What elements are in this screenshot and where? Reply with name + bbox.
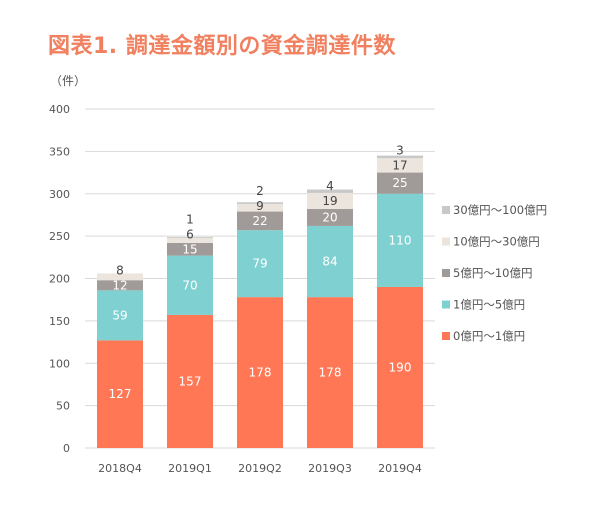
bar-segment [377, 158, 423, 173]
bar-segment [377, 155, 423, 159]
legend-swatch [442, 300, 450, 309]
y-tick-label: 50 [56, 400, 70, 413]
chart-title: 図表1. 調達金額別の資金調達件数 [48, 34, 396, 59]
legend-label: 30億円〜100億円 [453, 203, 547, 217]
data-label: 8 [116, 263, 124, 277]
data-label: 20 [322, 210, 337, 224]
y-tick-label: 300 [49, 188, 70, 201]
bar-segment [237, 203, 283, 212]
bar-segment [377, 193, 423, 287]
y-tick-label: 0 [63, 442, 70, 455]
y-tick-label: 400 [49, 103, 70, 116]
bar-segment [97, 280, 143, 291]
bar-segment [167, 242, 213, 256]
data-label: 12 [112, 278, 127, 292]
y-tick-label: 350 [49, 145, 70, 158]
data-label: 79 [252, 257, 267, 271]
data-label: 6 [186, 227, 194, 241]
x-tick-label: 2019Q2 [238, 462, 282, 475]
data-label: 70 [182, 278, 197, 292]
data-label: 22 [252, 214, 267, 228]
bar-segment [167, 314, 213, 448]
bar-segment [307, 209, 353, 226]
data-label: 2 [256, 184, 264, 198]
bar-segment [167, 237, 213, 243]
y-tick-label: 200 [49, 273, 70, 286]
data-label: 1 [186, 212, 194, 226]
data-label: 3 [396, 143, 404, 157]
bar-segment [237, 202, 283, 204]
legend-swatch [442, 332, 450, 340]
legend-label: 1億円〜5億円 [453, 298, 525, 312]
x-tick-label: 2019Q3 [308, 462, 352, 475]
bar-segment [237, 211, 283, 231]
bar-segment [97, 290, 143, 341]
data-label: 25 [392, 176, 407, 190]
data-label: 127 [109, 387, 132, 401]
y-axis-unit-label: （件） [50, 74, 87, 88]
legend-label: 0億円〜1億円 [453, 329, 525, 343]
x-tick-label: 2018Q4 [98, 462, 142, 475]
bar-segment [307, 189, 353, 193]
bar-segment [377, 286, 423, 448]
y-tick-label: 150 [49, 315, 70, 328]
legend-swatch [442, 206, 450, 214]
bar-segment [307, 297, 353, 448]
y-tick-label: 100 [49, 357, 70, 370]
data-label: 17 [392, 158, 407, 172]
data-label: 59 [112, 308, 127, 322]
bar-segment [307, 192, 353, 210]
bar-segment [237, 230, 283, 298]
data-label: 4 [326, 179, 334, 193]
data-label: 157 [179, 374, 202, 388]
data-label: 178 [319, 366, 342, 380]
bar-segment [97, 340, 143, 448]
legend-swatch [442, 237, 450, 246]
x-tick-label: 2019Q4 [378, 462, 422, 475]
y-tick-label: 250 [49, 230, 70, 243]
bar-segment [167, 255, 213, 315]
bar-segment [237, 297, 283, 448]
data-label: 15 [182, 242, 197, 256]
bar-segment [307, 225, 353, 298]
data-label: 110 [389, 233, 412, 247]
data-label: 84 [322, 255, 337, 269]
bar-segment [97, 273, 143, 281]
x-tick-label: 2019Q1 [168, 462, 212, 475]
legend-swatch [442, 269, 450, 277]
data-label: 190 [389, 360, 412, 374]
legend-label: 5億円〜10億円 [453, 266, 532, 280]
bar-segment [377, 172, 423, 194]
data-label: 19 [322, 194, 337, 208]
legend-label: 10億円〜30億円 [453, 235, 540, 249]
data-label: 9 [256, 199, 264, 213]
data-label: 178 [249, 366, 272, 380]
bar-segment [167, 236, 213, 238]
